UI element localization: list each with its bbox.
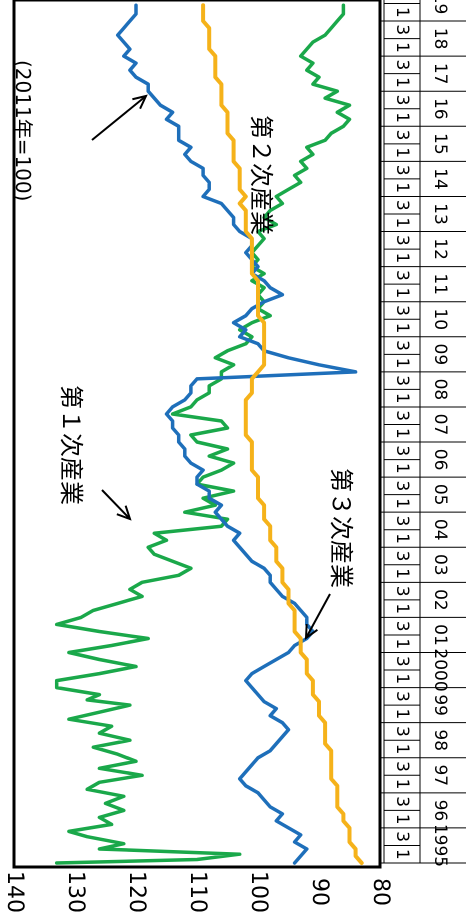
y-tick-label: 120: [124, 871, 149, 913]
y-tick-label: 140: [2, 871, 27, 913]
x-quarter-label: 1: [392, 744, 412, 755]
x-quarter-label: 1: [392, 7, 412, 18]
y-tick-label: 110: [185, 871, 210, 913]
x-quarter-label: 3: [392, 796, 412, 807]
annotation-label-2: 第２次産業: [247, 115, 275, 235]
x-quarter-label: 3: [392, 586, 412, 597]
x-quarter-label: 3: [392, 375, 412, 386]
x-quarter-label: 3: [392, 480, 412, 491]
series-line-2: [115, 3, 358, 865]
x-quarter-label: 1: [392, 638, 412, 649]
x-year-label: 17: [430, 63, 450, 85]
x-year-label: 98: [430, 729, 450, 751]
x-quarter-label: 3: [392, 410, 412, 421]
x-quarter-label: 1: [392, 849, 412, 860]
annotation-arrow-3: [305, 593, 331, 639]
x-quarter-label: 3: [392, 761, 412, 772]
x-year-label: 10: [430, 308, 450, 330]
x-quarter-label: 3: [392, 235, 412, 246]
y-tick-labels: 80 90 100 110 120 130 140: [2, 871, 393, 913]
y-tick-label: 100: [246, 871, 271, 913]
x-year-label: 04: [430, 519, 450, 541]
x-year-label: 01: [430, 624, 450, 646]
series-group: [54, 3, 364, 865]
x-quarter-label: 1: [392, 147, 412, 158]
annotation-label-3: 第３次産業: [327, 468, 355, 588]
x-quarter-label: 1: [392, 358, 412, 369]
x-year-label: 2000: [430, 648, 450, 691]
x-year-label: 1995: [430, 824, 450, 867]
x-year-label: 15: [430, 133, 450, 155]
x-year-label: 09: [430, 344, 450, 366]
x-quarter-label: 3: [392, 726, 412, 737]
x-quarter-label: 1: [392, 323, 412, 334]
annotation-label-1: 第１次産業: [57, 385, 85, 505]
x-quarter-label: 3: [392, 165, 412, 176]
x-quarter-label: 3: [392, 340, 412, 351]
x-quarter-label: 1: [392, 217, 412, 228]
x-quarter-label: 1: [392, 779, 412, 790]
y-tick-label: 90: [307, 878, 332, 906]
plot-frame: [12, 0, 382, 869]
x-quarter-label: 3: [392, 691, 412, 702]
x-year-label: 13: [430, 203, 450, 225]
x-quarter-label: 3: [392, 270, 412, 281]
x-quarter-label: 1: [392, 42, 412, 53]
x-year-label: 06: [430, 449, 450, 471]
annotation-arrowhead-3: [304, 623, 318, 641]
x-quarter-label: 1: [392, 252, 412, 263]
x-quarter-label: 1: [392, 708, 412, 719]
annotation-arrowhead-2: [132, 94, 148, 110]
x-year-label: 14: [430, 168, 450, 190]
series-line-3: [201, 3, 364, 865]
y-tick-label: 130: [63, 871, 88, 913]
x-quarter-label: 1: [392, 568, 412, 579]
annotation-arrow-1: [101, 489, 131, 520]
x-quarter-label: 1: [392, 288, 412, 299]
x-year-label: 11: [430, 273, 450, 295]
x-quarter-label: 3: [392, 551, 412, 562]
x-quarter-label: 1: [392, 463, 412, 474]
x-year-label: 05: [430, 484, 450, 506]
x-quarter-label: 3: [392, 621, 412, 632]
x-quarter-label: 1: [392, 814, 412, 825]
x-year-label: 16: [430, 98, 450, 120]
x-quarter-label: 3: [392, 831, 412, 842]
series-line-1: [54, 3, 352, 865]
x-quarter-label: 1: [392, 533, 412, 544]
x-quarter-label: 3: [392, 24, 412, 35]
x-quarter-label: 3: [392, 200, 412, 211]
x-year-label: 18: [430, 28, 450, 50]
annotation-arrow-2: [91, 95, 147, 141]
x-quarter-label: 3: [392, 130, 412, 141]
x-year-label: 19: [430, 0, 450, 14]
x-quarter-label: 1: [392, 673, 412, 684]
x-quarter-label: 3: [392, 516, 412, 527]
x-year-label: 07: [430, 414, 450, 436]
x-quarter-label: 3: [392, 95, 412, 106]
x-year-label: 96: [430, 800, 450, 822]
x-year-label: 03: [430, 554, 450, 576]
x-quarter-label: 1: [392, 393, 412, 404]
y-tick-label: 80: [368, 878, 393, 906]
x-quarter-label: 1: [392, 77, 412, 88]
x-quarter-label: 3: [392, 445, 412, 456]
x-quarter-label: 1: [392, 428, 412, 439]
x-year-label: 97: [430, 764, 450, 786]
annotation-arrowhead-1: [116, 505, 132, 521]
x-year-label: 99: [430, 694, 450, 716]
x-quarter-label: 1: [392, 112, 412, 123]
x-quarter-label: 3: [392, 305, 412, 316]
x-quarter-label: 1: [392, 182, 412, 193]
x-year-label: 02: [430, 589, 450, 611]
x-year-label: 08: [430, 379, 450, 401]
x-quarter-label: 3: [392, 59, 412, 70]
x-quarter-label: 3: [392, 656, 412, 667]
x-quarter-label: 1: [392, 603, 412, 614]
x-quarter-label: 1: [392, 498, 412, 509]
x-year-label: 12: [430, 238, 450, 260]
